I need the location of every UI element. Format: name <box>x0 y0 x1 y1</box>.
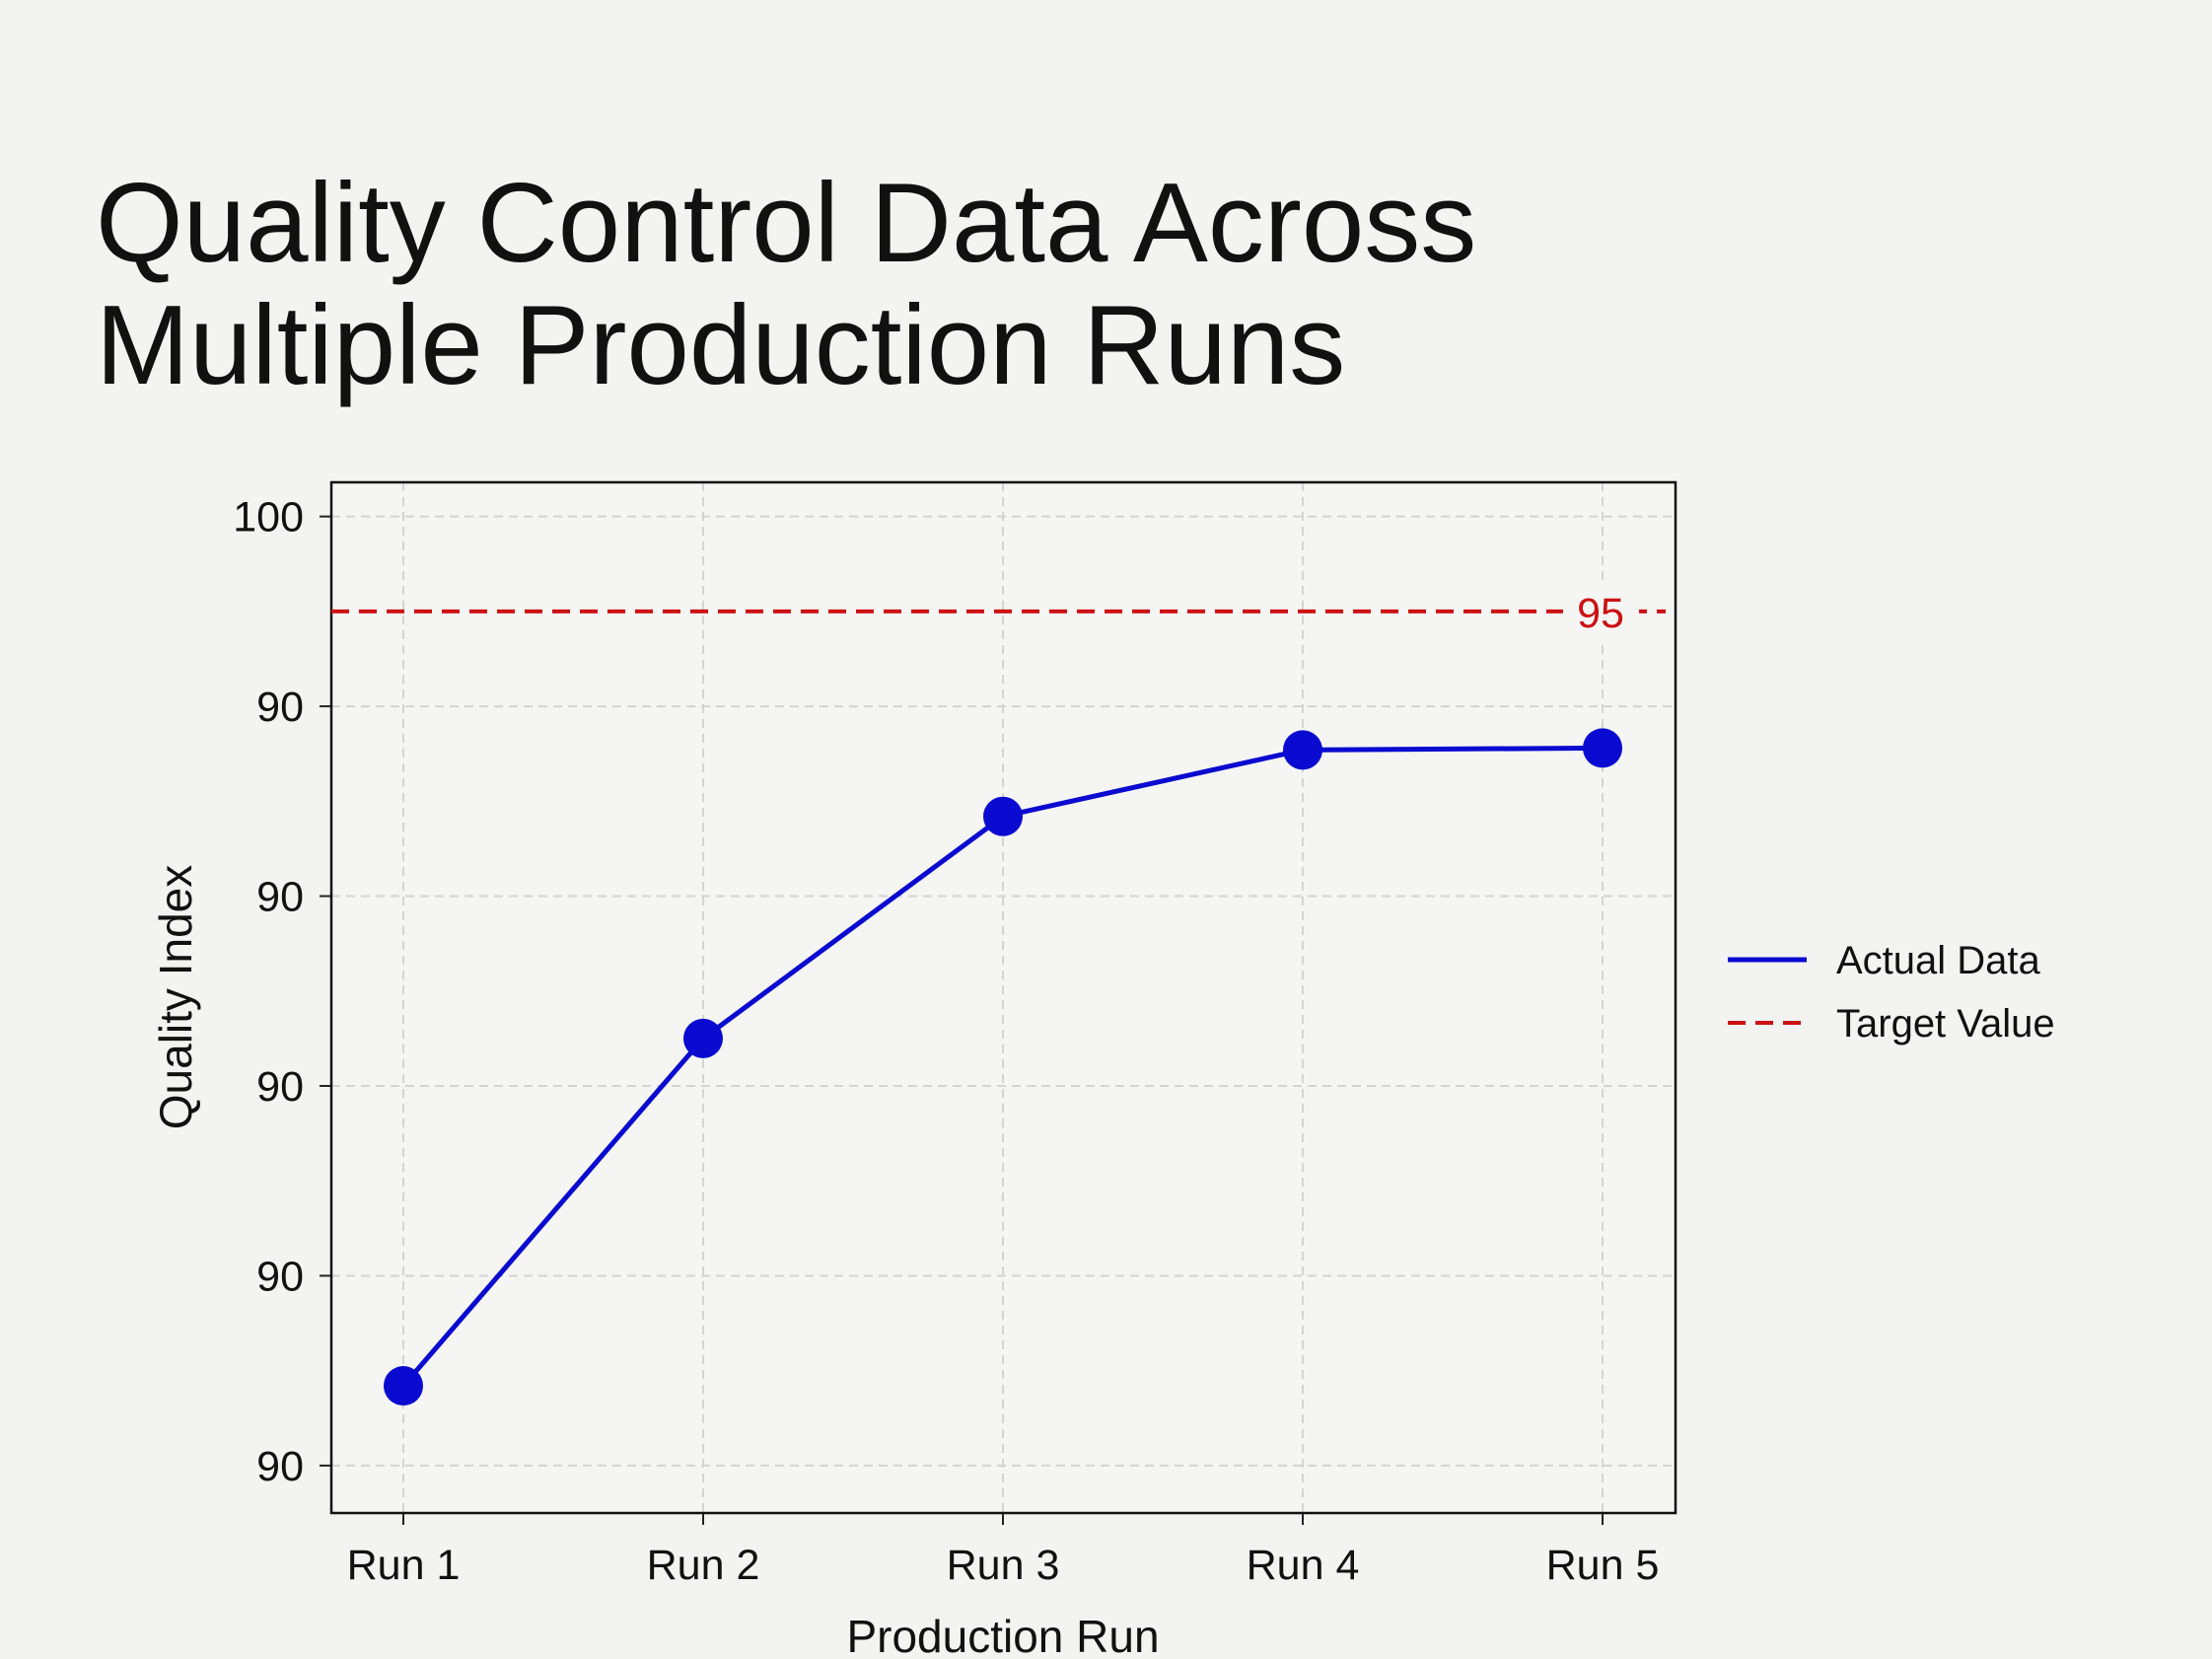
data-point <box>1283 730 1322 770</box>
y-tick-label: 90 <box>256 1063 304 1111</box>
plot-frame <box>329 480 1677 1515</box>
x-tick-label: Run 1 <box>347 1542 461 1589</box>
target-label: 95 <box>1577 590 1624 637</box>
y-tick-label: 100 <box>233 494 304 541</box>
data-point <box>384 1366 423 1407</box>
legend-label: Target Value <box>1836 1002 2055 1046</box>
target-label-bg <box>1563 581 1639 641</box>
y-tick-label: 90 <box>256 684 304 731</box>
data-point <box>683 1018 723 1058</box>
x-axis-title: Production Run <box>846 1611 1159 1659</box>
y-tick-label: 90 <box>256 1253 304 1300</box>
x-tick-label: Run 4 <box>1247 1542 1360 1589</box>
x-tick-label: Run 3 <box>947 1542 1060 1589</box>
data-point <box>1583 728 1622 768</box>
chart-title: Multiple Production Runs <box>96 283 1345 408</box>
y-tick-label: 90 <box>256 1443 304 1490</box>
legend-label: Actual Data <box>1836 939 2041 982</box>
y-tick-label: 90 <box>256 874 304 921</box>
x-tick-label: Run 2 <box>647 1542 760 1589</box>
y-axis-title: Quality Index <box>150 865 201 1129</box>
data-point <box>983 796 1023 836</box>
x-tick-label: Run 5 <box>1546 1542 1660 1589</box>
chart-title: Quality Control Data Across <box>96 161 1476 286</box>
